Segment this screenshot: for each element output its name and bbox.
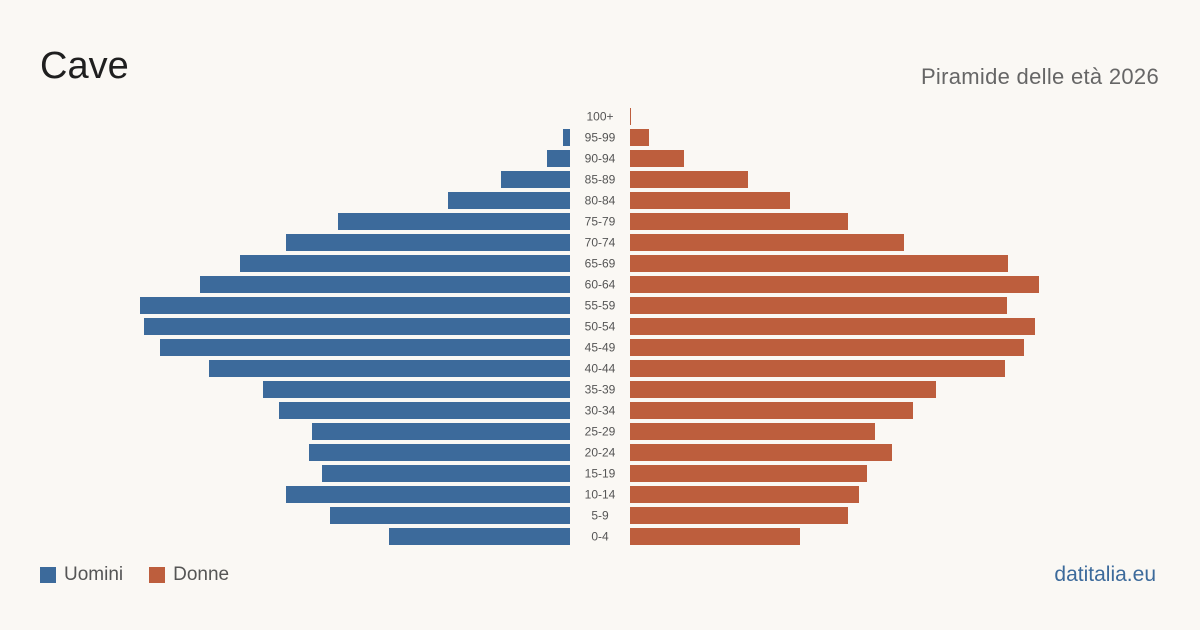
legend-label-male: Uomini <box>64 564 124 585</box>
chart-title: Cave <box>40 45 129 87</box>
bar-male-95-99 <box>563 129 570 146</box>
bar-male-75-79 <box>338 213 570 230</box>
bar-male-25-29 <box>312 423 570 440</box>
bar-female-40-44 <box>630 360 1005 377</box>
bar-female-20-24 <box>630 444 892 461</box>
bar-male-0-4 <box>389 528 570 545</box>
bar-male-55-59 <box>140 297 570 314</box>
age-label-75-79: 75-79 <box>585 215 616 229</box>
legend-swatch-male <box>40 567 56 583</box>
bar-male-70-74 <box>286 234 570 251</box>
bar-male-65-69 <box>240 255 570 272</box>
age-label-100plus: 100+ <box>586 110 613 124</box>
brand-link[interactable]: datitalia.eu <box>1054 563 1156 586</box>
legend-label-female: Donne <box>173 564 230 585</box>
bar-male-85-89 <box>501 171 570 188</box>
legend-swatch-female <box>149 567 166 583</box>
bar-male-30-34 <box>279 402 570 419</box>
age-label-15-19: 15-19 <box>585 467 616 481</box>
age-label-35-39: 35-39 <box>585 383 616 397</box>
age-label-5-9: 5-9 <box>591 509 609 523</box>
age-label-50-54: 50-54 <box>585 320 616 334</box>
bar-male-40-44 <box>209 360 570 377</box>
age-label-45-49: 45-49 <box>585 341 616 355</box>
bar-male-45-49 <box>160 339 570 356</box>
bar-female-95-99 <box>630 129 649 146</box>
bar-female-70-74 <box>630 234 904 251</box>
age-label-30-34: 30-34 <box>585 404 616 418</box>
bar-male-80-84 <box>448 192 570 209</box>
bar-female-90-94 <box>630 150 684 167</box>
bar-male-90-94 <box>547 150 570 167</box>
bar-female-45-49 <box>630 339 1024 356</box>
age-label-40-44: 40-44 <box>585 362 616 376</box>
bar-female-25-29 <box>630 423 875 440</box>
legend-item-female: Donne <box>149 564 229 586</box>
bar-female-55-59 <box>630 297 1007 314</box>
bar-female-50-54 <box>630 318 1035 335</box>
bar-male-60-64 <box>200 276 570 293</box>
legend: Uomini Donne <box>40 564 255 586</box>
bar-female-80-84 <box>630 192 790 209</box>
bar-female-0-4 <box>630 528 800 545</box>
age-label-80-84: 80-84 <box>585 194 616 208</box>
bar-female-65-69 <box>630 255 1008 272</box>
age-label-60-64: 60-64 <box>585 278 616 292</box>
age-label-90-94: 90-94 <box>585 152 616 166</box>
age-label-70-74: 70-74 <box>585 236 616 250</box>
bar-male-35-39 <box>263 381 570 398</box>
bar-male-20-24 <box>309 444 570 461</box>
age-label-0-4: 0-4 <box>591 530 609 544</box>
age-label-55-59: 55-59 <box>585 299 616 313</box>
bar-male-10-14 <box>286 486 570 503</box>
age-label-65-69: 65-69 <box>585 257 616 271</box>
bar-female-15-19 <box>630 465 867 482</box>
age-label-10-14: 10-14 <box>585 488 616 502</box>
bar-female-10-14 <box>630 486 859 503</box>
bar-male-15-19 <box>322 465 570 482</box>
bar-female-35-39 <box>630 381 936 398</box>
age-label-20-24: 20-24 <box>585 446 616 460</box>
bar-female-85-89 <box>630 171 748 188</box>
age-label-25-29: 25-29 <box>585 425 616 439</box>
bar-female-5-9 <box>630 507 848 524</box>
chart-subtitle: Piramide delle età 2026 <box>920 64 1159 89</box>
bar-female-100plus <box>630 108 631 125</box>
bar-male-50-54 <box>144 318 570 335</box>
age-label-95-99: 95-99 <box>585 131 616 145</box>
age-label-85-89: 85-89 <box>585 173 616 187</box>
legend-item-male: Uomini <box>40 564 123 586</box>
bar-male-5-9 <box>330 507 570 524</box>
bar-female-75-79 <box>630 213 848 230</box>
bar-female-30-34 <box>630 402 913 419</box>
bar-female-60-64 <box>630 276 1039 293</box>
